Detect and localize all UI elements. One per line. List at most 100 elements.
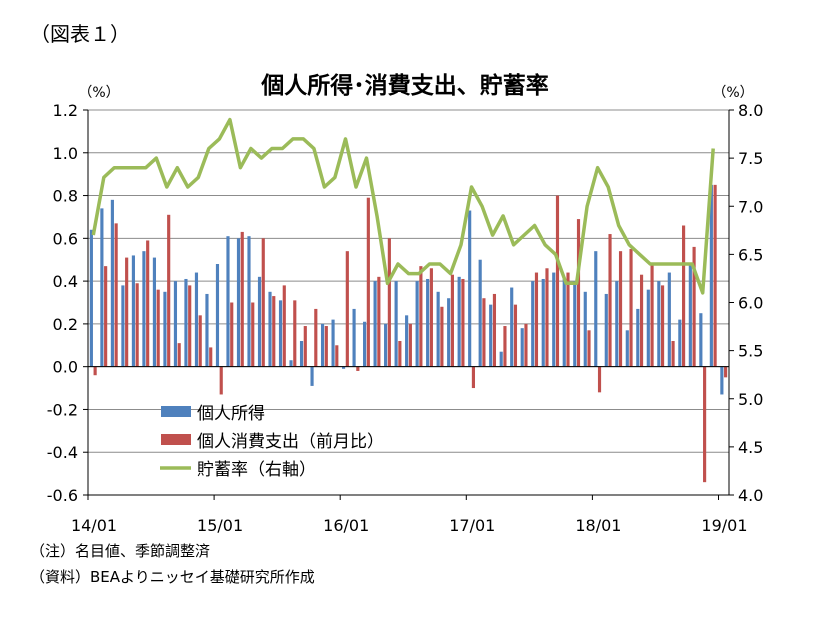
consumption-bar bbox=[597, 366, 602, 393]
income-bar bbox=[447, 298, 451, 367]
income-bar bbox=[100, 208, 104, 367]
consumption-bar bbox=[639, 274, 644, 367]
y-right-tick-label: 6.0 bbox=[738, 294, 763, 313]
consumption-bar bbox=[377, 276, 381, 367]
income-bar bbox=[215, 264, 220, 367]
consumption-bar bbox=[272, 296, 276, 367]
income-bar bbox=[142, 251, 146, 367]
y-left-tick-label: 0.2 bbox=[53, 315, 78, 334]
income-bar bbox=[562, 278, 566, 367]
x-tick-label: 17/01 bbox=[449, 516, 495, 535]
income-bar bbox=[268, 291, 272, 367]
consumption-bar bbox=[503, 326, 507, 367]
consumption-bar bbox=[93, 366, 97, 376]
consumption-bar bbox=[251, 302, 255, 367]
consumption-bar bbox=[513, 304, 518, 367]
note-remarks: （注）名目値、季節調整済 bbox=[30, 542, 211, 560]
income-bar bbox=[436, 291, 440, 367]
x-tick-label: 16/01 bbox=[323, 516, 369, 535]
consumption-bar bbox=[230, 302, 234, 367]
income-bar bbox=[163, 291, 167, 367]
income-bar bbox=[373, 281, 377, 367]
note-source: （資料）BEAよりニッセイ基礎研究所作成 bbox=[30, 568, 315, 586]
consumption-bar bbox=[629, 249, 633, 367]
income-bar bbox=[646, 289, 650, 367]
axes: 1.2 1.0 0.8 0.6 0.4 0.2 0.0 -0.2 -0.4 -0.6 8.0 7.5 7… bbox=[47, 101, 764, 535]
income-bar bbox=[299, 341, 304, 367]
y-left-tick-label: 0.0 bbox=[53, 358, 78, 377]
income-bar bbox=[426, 278, 430, 367]
consumption-bar bbox=[618, 251, 623, 367]
income-bar bbox=[352, 308, 356, 367]
consumption-bar bbox=[240, 231, 244, 367]
y-left-unit: （%） bbox=[78, 85, 119, 101]
income-bar bbox=[405, 315, 409, 367]
income-bar bbox=[131, 255, 135, 367]
y-right-tick-label: 4.5 bbox=[738, 438, 763, 457]
consumption-bar bbox=[261, 238, 265, 367]
consumption-bar bbox=[660, 285, 665, 367]
consumption-bar bbox=[534, 272, 539, 367]
income-bar bbox=[310, 366, 314, 386]
legend-label: 個人所得 bbox=[197, 404, 265, 424]
x-tick-label: 15/01 bbox=[197, 516, 243, 535]
income-bar bbox=[699, 313, 703, 367]
y-left-tick-label: 0.6 bbox=[53, 229, 78, 248]
y-left-tick-label: -0.4 bbox=[47, 443, 78, 462]
income-bar bbox=[636, 308, 640, 367]
consumption-bar bbox=[177, 343, 181, 367]
income-bar bbox=[289, 360, 293, 367]
consumption-bar bbox=[471, 366, 476, 389]
consumption-bar bbox=[566, 272, 570, 367]
consumption-bar bbox=[450, 274, 454, 367]
income-bar bbox=[667, 272, 671, 367]
income-bar bbox=[594, 251, 598, 367]
consumption-bar bbox=[345, 251, 349, 367]
consumption-bar bbox=[650, 264, 654, 367]
consumption-bar bbox=[209, 347, 213, 367]
income-bar bbox=[152, 257, 157, 367]
y-right-tick-label: 7.5 bbox=[738, 149, 763, 168]
y-right-tick-label: 8.0 bbox=[738, 101, 763, 120]
consumption-bar bbox=[408, 323, 412, 367]
consumption-bar bbox=[492, 293, 497, 367]
consumption-bar bbox=[114, 223, 118, 367]
y-left-tick-label: -0.6 bbox=[47, 486, 78, 505]
income-bar bbox=[457, 276, 461, 367]
y-right-tick-label: 7.0 bbox=[738, 197, 763, 216]
income-bar bbox=[384, 323, 388, 367]
income-bar bbox=[363, 321, 367, 367]
income-bar bbox=[720, 366, 724, 395]
y-left-tick-label: 0.8 bbox=[53, 187, 78, 206]
consumption-bar bbox=[429, 268, 433, 367]
consumption-bar bbox=[724, 366, 728, 378]
income-bar bbox=[541, 278, 545, 367]
income-bar bbox=[604, 293, 608, 367]
y-left-tick-label: 1.0 bbox=[53, 144, 78, 163]
income-bar bbox=[552, 272, 556, 367]
legend-label: 個人消費支出（前月比） bbox=[197, 432, 384, 452]
income-bar bbox=[573, 281, 577, 367]
consumption-bar bbox=[398, 341, 402, 367]
income-bar bbox=[121, 285, 125, 367]
chart-title: 個人所得･消費支出、貯蓄率 bbox=[260, 72, 549, 99]
income-bar bbox=[415, 281, 419, 367]
consumption-bar bbox=[219, 366, 223, 395]
x-tick-label: 18/01 bbox=[575, 516, 621, 535]
income-bar bbox=[625, 330, 629, 367]
saving-rate-line bbox=[91, 117, 715, 295]
legend-swatch bbox=[161, 406, 191, 417]
income-bar bbox=[531, 281, 535, 367]
y-left-tick-label: 0.4 bbox=[53, 272, 78, 291]
saving-rate-line-layer bbox=[91, 117, 715, 295]
consumption-bar bbox=[419, 266, 423, 367]
figure-label: （図表１） bbox=[30, 22, 130, 46]
consumption-bar bbox=[104, 266, 108, 367]
income-bar bbox=[678, 319, 682, 367]
consumption-bar bbox=[282, 285, 286, 367]
income-bar bbox=[184, 278, 188, 367]
consumption-bar bbox=[387, 238, 391, 367]
income-bar bbox=[468, 210, 472, 367]
y-left-tick-label: 1.2 bbox=[53, 101, 78, 120]
